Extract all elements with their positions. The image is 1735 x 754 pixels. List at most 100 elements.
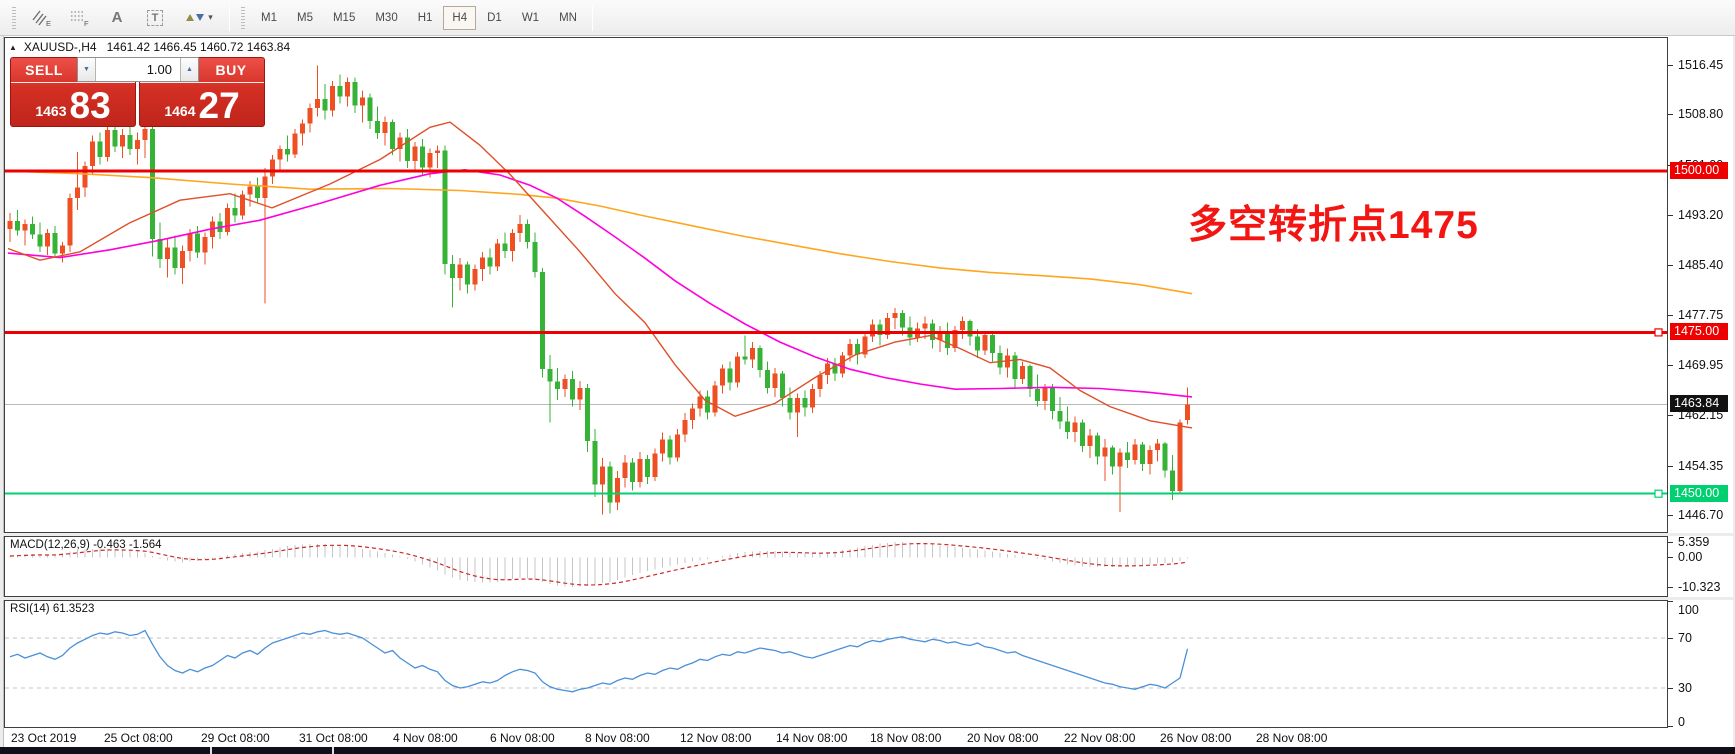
timeframe-button-M15[interactable]: M15: [324, 6, 364, 30]
expert-indicator-button[interactable]: E: [26, 4, 56, 32]
axis-tick-label: 100: [1678, 603, 1699, 617]
candlestick-chart-layer: [5, 65, 1667, 515]
collapse-triangle-icon[interactable]: ▲: [9, 43, 17, 52]
fibo-grid-button[interactable]: F: [64, 4, 94, 32]
bid-price: 1463 83: [11, 83, 135, 126]
toolbar: E F A T ▾ M1 M5 M15 M30 H1 H4 D1 W1 MN: [0, 0, 1735, 36]
axis-tick-mark: [1668, 725, 1673, 727]
ask-price-small: 1464: [164, 103, 196, 119]
axis-tick-mark: [1668, 600, 1673, 602]
axis-tick-label: 1446.70: [1678, 508, 1724, 522]
date-tick-label: 22 Nov 08:00: [1064, 731, 1136, 745]
date-tick-label: 20 Nov 08:00: [967, 731, 1039, 745]
date-tick-label: 23 Oct 2019: [11, 731, 77, 745]
rsi-label: RSI(14) 61.3523: [10, 603, 95, 615]
timeframe-group: M1 M5 M15 M30 H1 H4 D1 W1 MN: [251, 5, 587, 30]
timeframe-button-W1[interactable]: W1: [513, 6, 548, 30]
hatch-chart-icon: E: [32, 10, 51, 27]
timeframe-button-M1[interactable]: M1: [252, 6, 286, 30]
timeframe-button-D1[interactable]: D1: [478, 6, 511, 30]
date-tick-label: 8 Nov 08:00: [585, 731, 650, 745]
price-badge: 1500.00: [1670, 162, 1728, 180]
date-tick-label: 28 Nov 08:00: [1256, 731, 1328, 745]
buy-button[interactable]: BUY: [198, 58, 264, 82]
rsi-pane[interactable]: RSI(14) 61.3523: [4, 600, 1668, 728]
cursor-tools-button[interactable]: ▾: [178, 4, 220, 32]
axis-tick-label: 1454.35: [1678, 458, 1724, 473]
date-tick-label: 29 Oct 08:00: [201, 731, 270, 745]
sell-button[interactable]: SELL: [11, 58, 77, 82]
rsi-indicator-layer: [5, 629, 1667, 693]
pane-splitter[interactable]: [0, 533, 1735, 536]
bottom-bar-divider: [332, 747, 334, 754]
axis-tick-mark: [1668, 415, 1673, 417]
one-click-trading-panel: SELL 1463 83 BUY 1464 27 ▼ ▲: [10, 57, 266, 127]
dotted-grid-icon: F: [71, 11, 89, 27]
textbox-button[interactable]: T: [140, 4, 170, 32]
ask-price-big: 27: [198, 85, 240, 126]
volume-input[interactable]: [96, 58, 180, 81]
chart-text-annotation: 多空转折点1475: [1188, 204, 1479, 247]
hline-handle-1450[interactable]: [1654, 489, 1663, 498]
chart-window: ▲ XAUUSD-,H4 1461.42 1466.45 1460.72 1463.…: [0, 36, 1735, 747]
macd-indicator-layer: [9, 542, 1189, 587]
down-arrow-icon: [196, 14, 205, 21]
timeframe-button-H1[interactable]: H1: [409, 6, 442, 30]
ohlc-header: ▲ XAUUSD-,H4 1461.42 1466.45 1460.72 1463.…: [9, 40, 290, 54]
date-tick-label: 12 Nov 08:00: [680, 731, 752, 745]
timeframe-button-M30[interactable]: M30: [366, 6, 406, 30]
volume-increase-button[interactable]: ▲: [180, 58, 198, 81]
axis-tick-label: 1508.80: [1678, 107, 1724, 122]
dropdown-caret-icon: ▾: [208, 12, 213, 22]
price-badge: 1450.00: [1670, 484, 1728, 502]
svg-text:E: E: [46, 19, 51, 27]
axis-tick-mark: [1668, 542, 1673, 544]
axis-tick-mark: [1668, 215, 1673, 216]
toolbar-drag-handle[interactable]: [12, 6, 16, 29]
timeframe-button-H4[interactable]: H4: [443, 5, 477, 30]
price-badge: 1463.84: [1670, 395, 1728, 413]
bid-price-small: 1463: [35, 103, 67, 119]
pane-splitter[interactable]: [0, 597, 1735, 600]
axis-tick-mark: [1668, 638, 1673, 639]
axis-tick-mark: [1668, 114, 1673, 116]
date-tick-label: 6 Nov 08:00: [490, 731, 555, 745]
symbol-period-label: XAUUSD-,H4: [23, 40, 97, 54]
text-label-button[interactable]: A: [102, 4, 132, 32]
svg-text:F: F: [84, 19, 89, 27]
date-axis[interactable]: 23 Oct 2019 25 Oct 08:00 29 Oct 08:00 31 Oc…: [4, 728, 1669, 747]
axis-tick-label: 1493.20: [1678, 208, 1724, 222]
axis-tick-mark: [1668, 587, 1673, 589]
macd-pane[interactable]: MACD(12,26,9) -0.463 -1.564: [4, 536, 1668, 597]
axis-tick-label: 70: [1678, 631, 1692, 645]
timeframe-button-M5[interactable]: M5: [288, 6, 322, 30]
toolbar-drag-handle[interactable]: [241, 6, 245, 29]
window-right-edge: [1733, 36, 1735, 747]
ask-price: 1464 27: [140, 83, 264, 126]
axis-tick-label: 1469.95: [1678, 358, 1724, 372]
ohlc-values: 1461.42 1466.45 1460.72 1463.84: [106, 40, 291, 54]
timeframe-button-MN[interactable]: MN: [550, 6, 586, 30]
axis-tick-mark: [1668, 314, 1673, 316]
axis-tick-label: 5.359: [1678, 535, 1710, 550]
axis-tick-mark: [1668, 365, 1673, 366]
date-tick-label: 26 Nov 08:00: [1160, 731, 1232, 745]
axis-tick-label: 1516.45: [1678, 58, 1724, 72]
bottom-bar-divider: [210, 747, 212, 754]
date-tick-label: 14 Nov 08:00: [776, 731, 848, 745]
axis-tick-label: 30: [1678, 681, 1692, 695]
axis-tick-label: 1485.40: [1678, 258, 1724, 273]
axis-tick-label: -10.323: [1678, 580, 1721, 595]
hline-handle-1475[interactable]: [1654, 328, 1663, 337]
macd-label: MACD(12,26,9) -0.463 -1.564: [10, 539, 162, 551]
price-badge: 1475.00: [1670, 323, 1728, 341]
price-axis[interactable]: 1516.451508.801501.001493.201485.401477.…: [1668, 36, 1733, 747]
date-tick-label: 4 Nov 08:00: [393, 731, 458, 745]
main-chart-pane[interactable]: [4, 37, 1668, 533]
date-tick-label: 18 Nov 08:00: [870, 731, 942, 745]
axis-tick-label: 1477.75: [1678, 307, 1724, 322]
bid-price-big: 83: [69, 85, 111, 126]
volume-decrease-button[interactable]: ▼: [78, 58, 96, 81]
letter-a-icon: A: [111, 9, 123, 26]
date-tick-label: 25 Oct 08:00: [104, 731, 173, 745]
